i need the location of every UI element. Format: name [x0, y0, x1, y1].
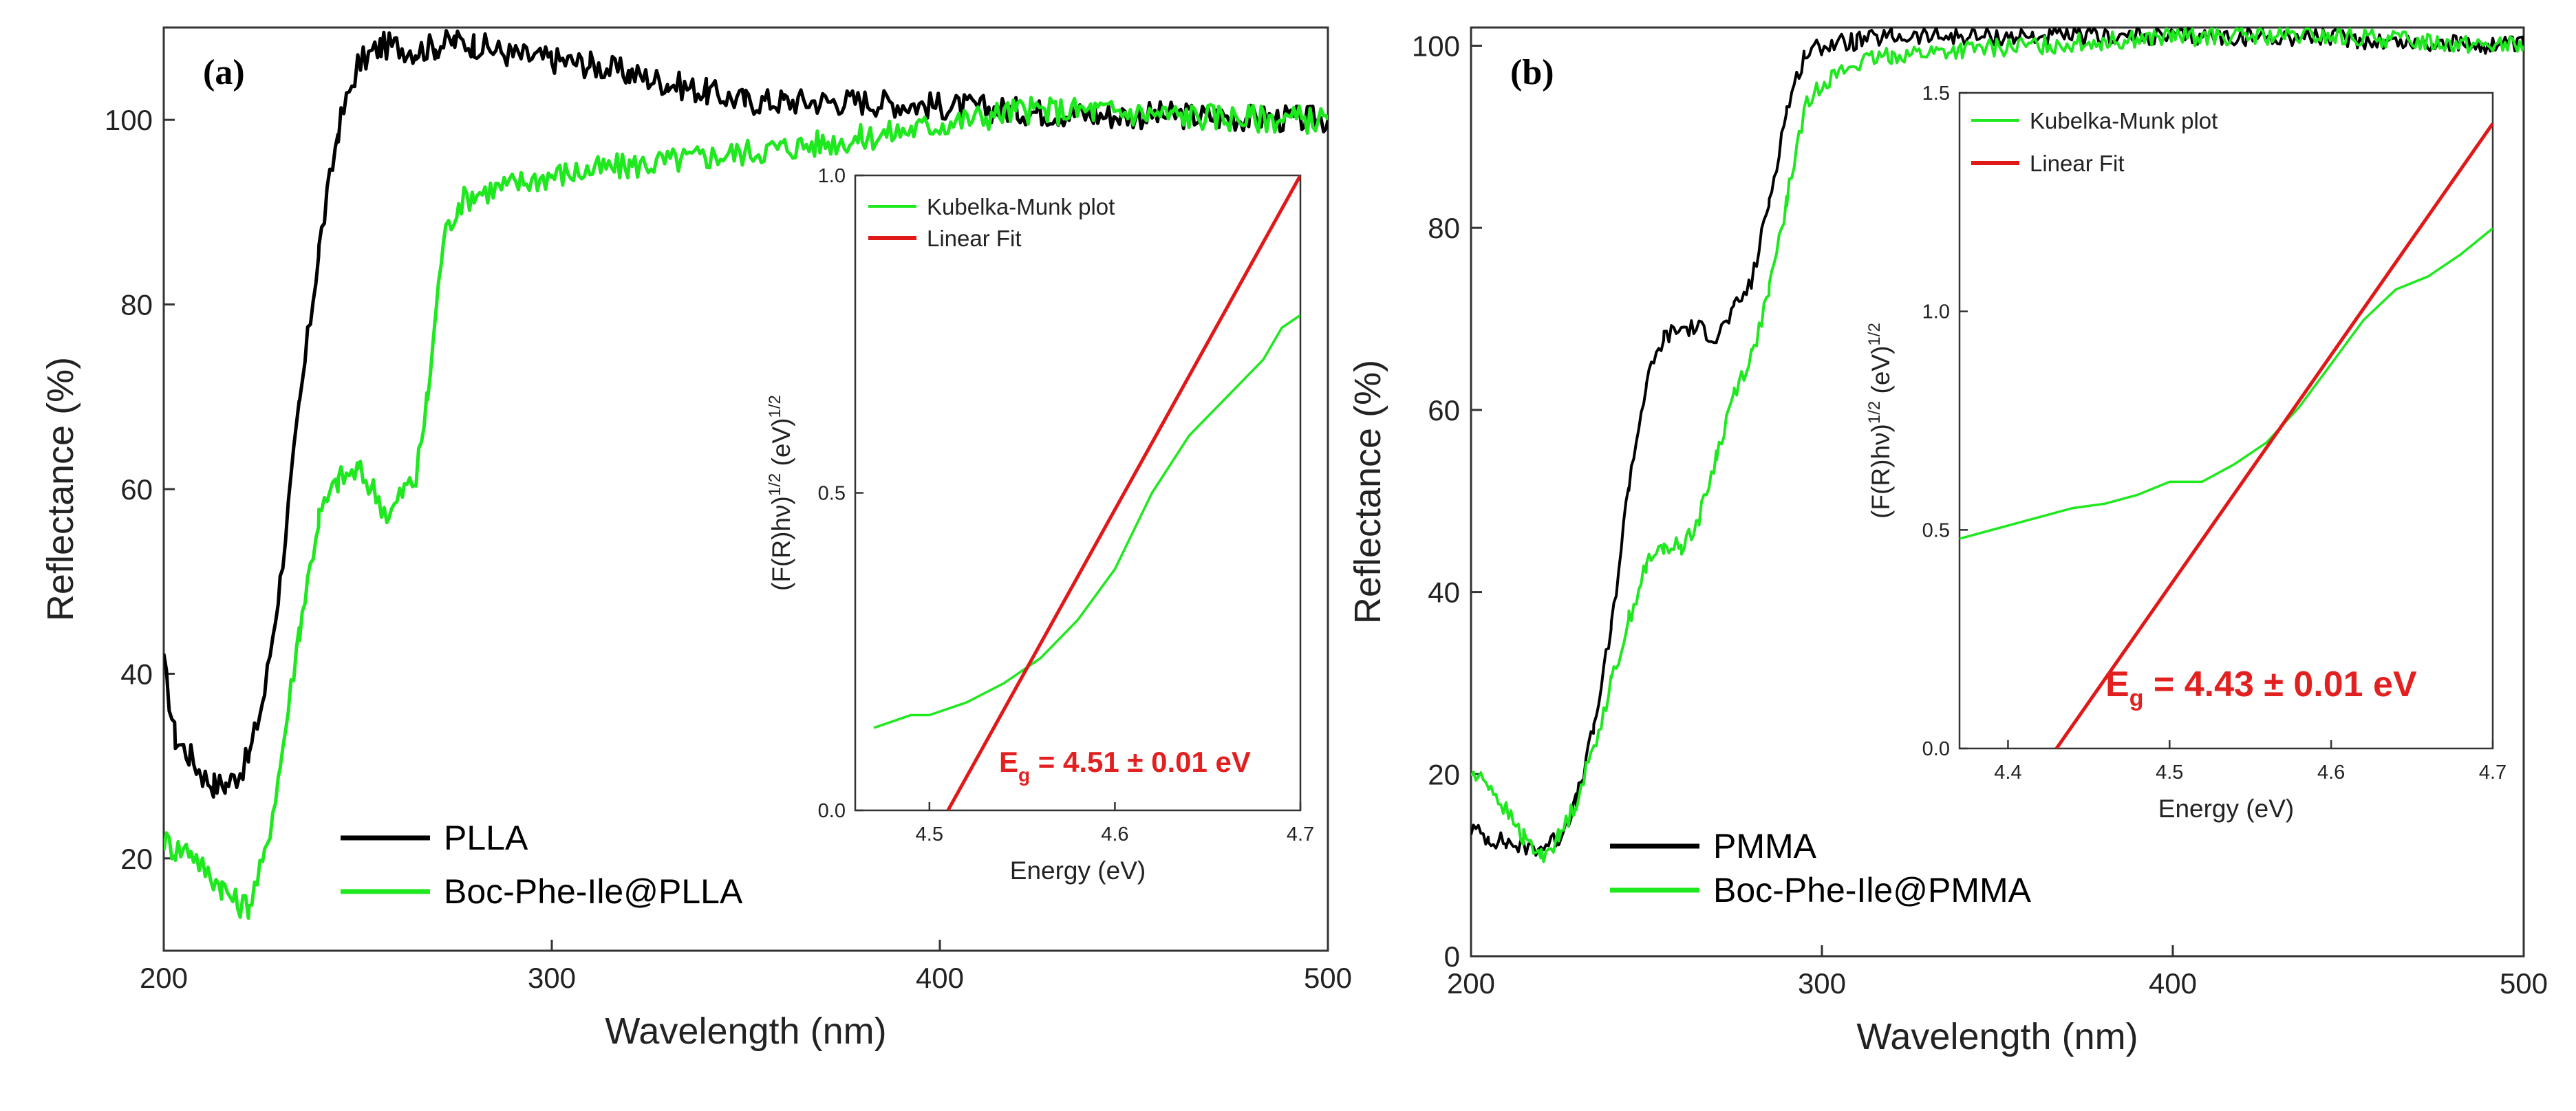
- inset-y-axis-title: (F(R)hν)1/2 (eV)1/2: [766, 395, 795, 591]
- band-gap-subscript: g: [1018, 764, 1030, 786]
- inset-series-linear-fit: [2054, 122, 2493, 748]
- inset-y-tick-label: 0.5: [818, 483, 846, 505]
- y-tick-label: 60: [1428, 394, 1460, 427]
- inset-plot: 4.4 4.5 4.6 4.7 0.0 0.5 1.0 1.5 Energy (eV) (F(R)…: [1865, 83, 2507, 823]
- x-tick-label: 200: [140, 962, 188, 994]
- inset-y-tick-label: 1.0: [1922, 301, 1950, 323]
- y-tick-label: 40: [120, 658, 153, 690]
- inset-x-tick-label: 4.5: [916, 823, 943, 845]
- y-tick-label: 40: [1428, 576, 1460, 609]
- series-line-boc-phe-ile-pmma: [1471, 28, 2524, 863]
- series-line-boc-phe-ile-plla: [164, 96, 1328, 920]
- plot-frame: [1470, 26, 2525, 958]
- legend-label: Boc-Phe-Ile@PMMA: [1713, 871, 2032, 909]
- band-gap-value: = 4.51 ± 0.01 eV: [1030, 746, 1251, 778]
- inset-series-kubelka-munk-plot: [1960, 227, 2493, 540]
- band-gap-symbol: E: [999, 746, 1018, 778]
- inset-y-label-unit: (eV): [1867, 346, 1895, 401]
- inset-legend-label: Kubelka-Munk plot: [927, 194, 1115, 219]
- legend-label: Boc-Phe-Ile@PLLA: [444, 872, 743, 911]
- x-tick-label: 500: [2500, 967, 2548, 1000]
- band-gap-subscript: g: [2129, 685, 2144, 711]
- y-tick-label: 80: [1428, 212, 1460, 244]
- inset-x-tick-label: 4.6: [1101, 823, 1128, 845]
- inset-x-tick-label: 4.6: [2317, 762, 2345, 784]
- x-tick-label: 400: [916, 962, 964, 994]
- inset-y-tick-label: 1.0: [818, 165, 846, 187]
- inset-y-tick-label: 0.0: [818, 800, 846, 822]
- inset-legend-label: Kubelka-Munk plot: [2030, 108, 2218, 133]
- inset-y-label-sup: 1/2: [1865, 323, 1884, 345]
- inset-y-tick-label: 0.0: [1922, 738, 1950, 760]
- x-tick-label: 300: [1798, 967, 1846, 1000]
- inset-frame: [1958, 91, 2494, 750]
- series-line-pmma: [1471, 28, 2524, 857]
- inset-y-label-main: (F(R)hν): [1867, 424, 1895, 519]
- inset-y-label-sup: 1/2: [766, 473, 784, 496]
- panel-b: 200 300 400 500 0 20 40 60 80 100 Wavelength (nm) R…: [1347, 26, 2548, 1057]
- inset-series-linear-fit: [946, 175, 1300, 810]
- inset-y-label-sup: 1/2: [766, 395, 784, 418]
- inset-legend-label: Linear Fit: [2030, 151, 2125, 176]
- x-tick-label: 500: [1304, 962, 1352, 994]
- panel-label: (a): [203, 53, 245, 92]
- x-tick-label: 300: [528, 962, 576, 994]
- inset-y-axis-title: (F(R)hν)1/2 (eV)1/2: [1865, 323, 1895, 519]
- inset-x-tick-label: 4.5: [2156, 762, 2183, 784]
- inset-y-tick-label: 0.5: [1922, 519, 1950, 541]
- inset-x-tick-label: 4.4: [1994, 762, 2021, 784]
- inset-legend-label: Linear Fit: [927, 226, 1022, 251]
- y-axis-title: Reflectance (%): [1347, 360, 1388, 624]
- series-line-plla: [164, 29, 1328, 799]
- y-axis-title: Reflectance (%): [40, 357, 81, 621]
- x-tick-label: 400: [2149, 967, 2197, 1000]
- inset-x-axis-title: Energy (eV): [2158, 795, 2294, 823]
- y-tick-label: 60: [120, 473, 153, 506]
- y-tick-label: 0: [1444, 940, 1460, 973]
- inset-y-label-main: (F(R)hν): [767, 496, 795, 591]
- panel-a: 200 300 400 500 20 40 60 80 100 Wavelength (nm) Re…: [40, 26, 1352, 1052]
- x-tick-label: 200: [1447, 967, 1495, 1000]
- inset-y-tick-label: 1.5: [1922, 83, 1950, 105]
- x-axis-title: Wavelength (nm): [1856, 1016, 2138, 1057]
- y-tick-label: 20: [120, 843, 153, 875]
- legend-label: PLLA: [444, 819, 528, 857]
- panel-label: (b): [1510, 53, 1554, 92]
- inset-x-axis-title: Energy (eV): [1010, 856, 1146, 885]
- inset-y-label-sup: 1/2: [1865, 401, 1884, 424]
- inset-x-tick-label: 4.7: [1287, 823, 1314, 845]
- y-tick-label: 80: [120, 289, 153, 321]
- band-gap-value: = 4.43 ± 0.01 eV: [2143, 665, 2416, 704]
- band-gap-symbol: E: [2105, 665, 2129, 704]
- band-gap-annotation: Eg = 4.51 ± 0.01 eV: [999, 746, 1251, 786]
- y-tick-label: 20: [1428, 758, 1460, 790]
- inset-x-tick-label: 4.7: [2479, 762, 2507, 784]
- legend-label: PMMA: [1713, 827, 1817, 865]
- inset-series-kubelka-munk-plot: [873, 314, 1300, 729]
- y-tick-label: 100: [105, 104, 153, 136]
- x-axis-title: Wavelength (nm): [605, 1011, 886, 1052]
- y-tick-label: 100: [1412, 30, 1460, 62]
- inset-y-label-unit: (eV): [767, 418, 795, 473]
- band-gap-annotation: Eg = 4.43 ± 0.01 eV: [2105, 665, 2417, 711]
